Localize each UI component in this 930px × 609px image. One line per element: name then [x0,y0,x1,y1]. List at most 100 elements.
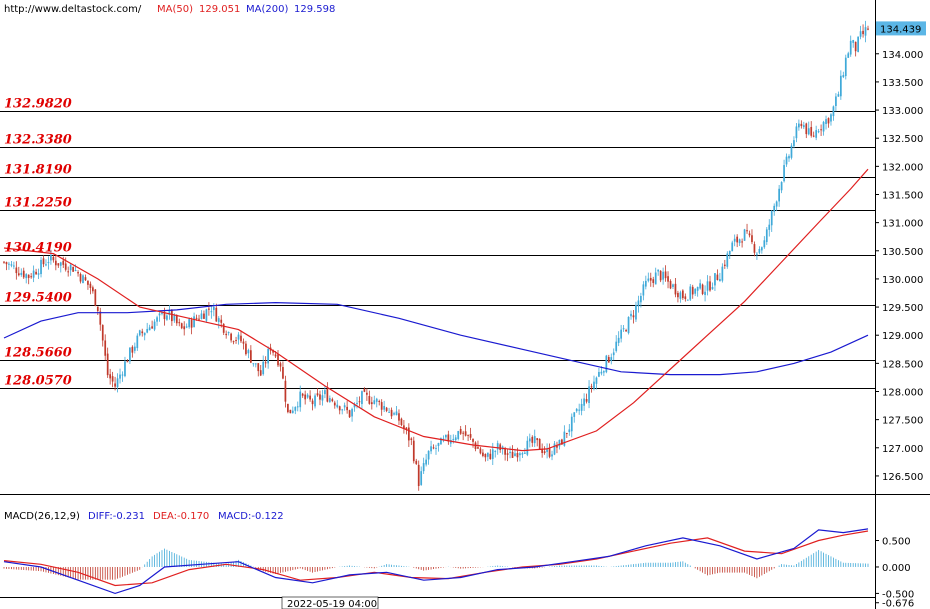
macd-tick-label: -0.500 [882,589,914,600]
level-label: 128.5660 [4,346,72,361]
candle [242,338,245,350]
level-label: 131.2250 [4,196,72,211]
candle [477,440,479,449]
candle [556,441,558,454]
candle [141,328,144,337]
candle [780,181,783,194]
candle [430,440,432,455]
candle [701,283,704,296]
candle [800,120,803,129]
candle [230,332,232,343]
candle [457,430,460,441]
candle [435,444,437,455]
candle [247,348,250,359]
candle [15,261,18,280]
candle [630,310,632,320]
candle [758,246,761,255]
candle [760,246,763,254]
ma50-line [3,168,869,452]
candle [553,441,556,456]
candle [570,413,573,438]
candle [677,290,679,303]
candle [5,261,8,271]
price-tick-label: 128.000 [882,387,923,398]
candle [245,340,247,356]
candle [770,210,773,232]
candle [225,330,228,339]
candle [610,353,613,365]
macd-tick-label: 0.000 [882,563,911,574]
candle [304,390,307,405]
candle [264,356,267,368]
candle [588,380,590,409]
candle [467,434,469,442]
candle [358,396,361,407]
source-url[interactable]: http://www.deltastock.com/ [4,4,142,15]
candle [817,128,820,134]
candle [79,272,82,284]
candle [383,400,386,413]
candle [138,329,141,337]
candle [205,308,208,323]
candle [723,259,726,269]
candle [114,376,116,391]
macd-axis: 0.500 0.000 -0.500-0.676 [875,537,914,609]
candle [464,425,467,437]
candle [287,403,289,414]
candle [578,403,581,415]
candle [681,289,684,300]
candle [857,36,859,53]
ma200-line [3,301,869,376]
candle [494,450,497,458]
candle [178,318,181,327]
candle [87,280,89,290]
candle [3,260,5,264]
candle [793,136,795,149]
candle [486,452,489,461]
candle [412,436,415,464]
candle [612,348,615,361]
candle [632,309,635,324]
level-label: 130.4190 [4,241,72,256]
candle [437,442,440,452]
candle [17,266,20,277]
candle [519,451,521,462]
candle [67,266,70,277]
candle [440,437,442,445]
candle [830,113,832,126]
candle [644,275,647,290]
candle [459,425,462,435]
candle [166,313,168,321]
candle [294,406,297,415]
ma200-value: 129.598 [294,4,335,15]
candle [827,117,830,128]
candle [536,437,539,447]
price-tick-label: 132.000 [882,162,923,173]
diff-line [3,528,869,595]
candle [543,446,546,455]
candle [309,390,311,402]
candle [59,261,62,273]
candle [168,304,171,320]
candle [427,450,430,465]
candle [815,125,818,141]
candle [69,263,72,276]
candle [148,324,151,331]
candle [343,402,346,411]
price-tick-label: 131.000 [882,219,923,230]
candle [126,359,129,363]
price-tick-label: 128.500 [882,359,923,370]
candle [190,317,193,335]
candle [133,342,136,354]
candle [183,321,186,336]
candle [741,238,743,248]
macd-tick-label: -0.676 [882,599,914,609]
candle [240,330,242,343]
price-tick-label: 127.500 [882,416,923,427]
candle [306,393,309,399]
ma50-value: 129.051 [199,4,240,15]
candle [326,382,329,403]
candle [622,325,625,332]
candle [785,153,788,167]
